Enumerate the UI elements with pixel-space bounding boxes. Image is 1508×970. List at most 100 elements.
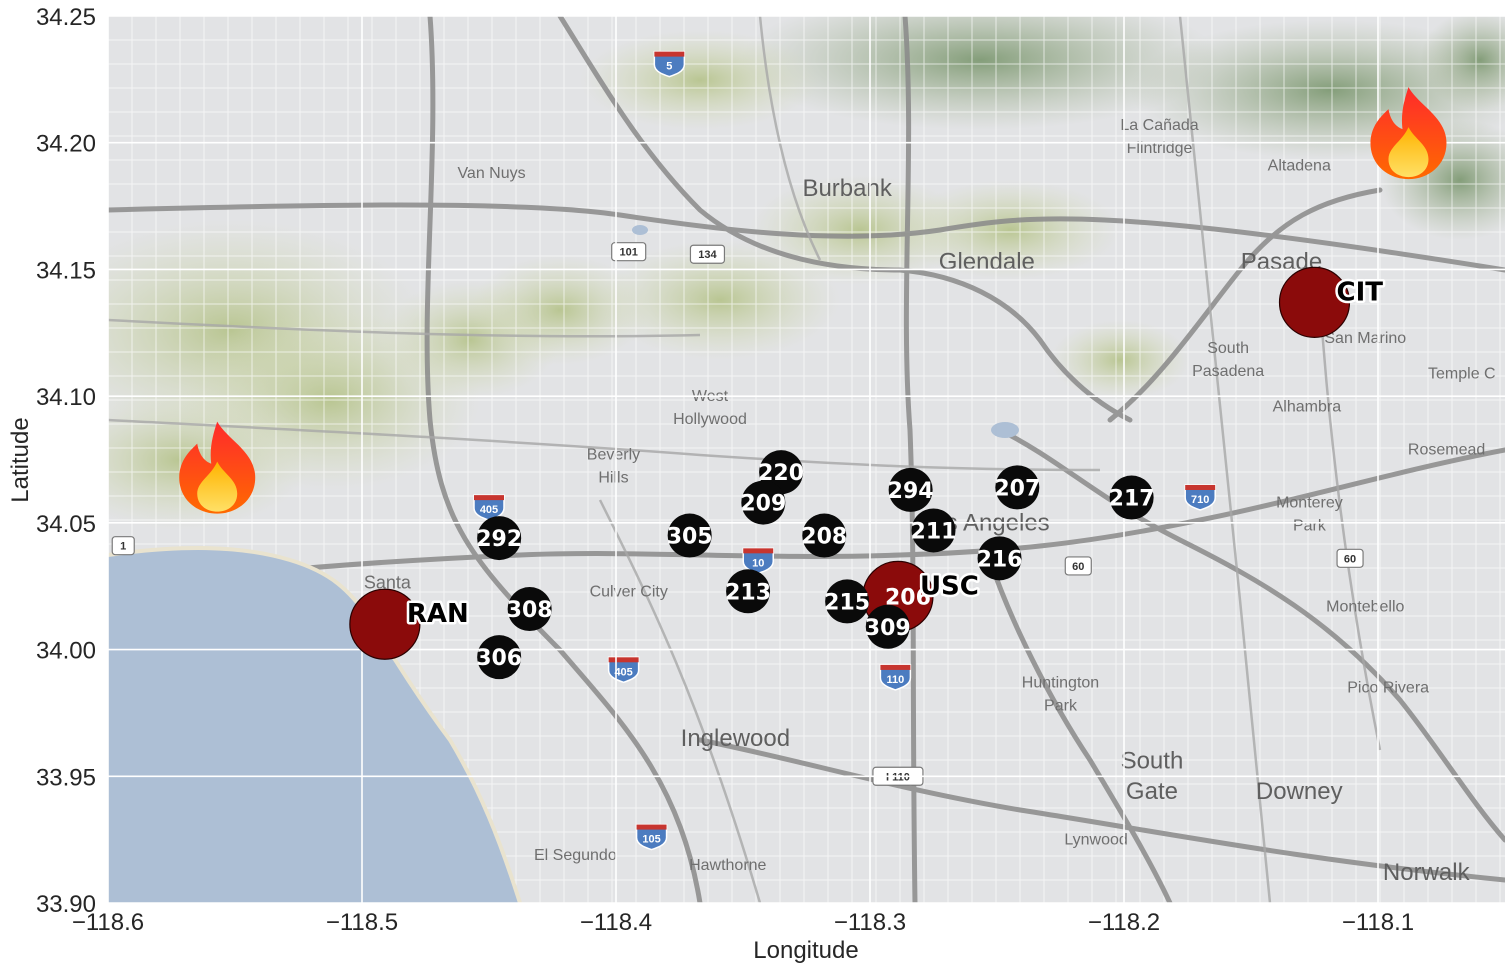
place-name: Glendale bbox=[939, 248, 1035, 275]
route-label: 134 bbox=[698, 249, 717, 261]
fire-icon bbox=[179, 421, 256, 514]
monitor-label: 211 bbox=[911, 519, 957, 544]
monitor-marker: 306 bbox=[476, 635, 522, 680]
x-tick-label: −118.1 bbox=[1342, 909, 1414, 936]
place-name: South bbox=[1207, 340, 1249, 357]
x-tick-label: −118.2 bbox=[1088, 909, 1160, 936]
place-name: Altadena bbox=[1268, 158, 1331, 175]
monitor-marker: 209 bbox=[740, 480, 786, 525]
shield-label: 10 bbox=[752, 557, 764, 569]
place-name: Norwalk bbox=[1383, 859, 1471, 886]
route-marker-icon: 101 bbox=[611, 242, 647, 262]
y-tick-label: 34.25 bbox=[36, 4, 96, 31]
place-name: Van Nuys bbox=[457, 165, 525, 182]
interstate-shield-icon: 405 bbox=[473, 494, 505, 521]
route-label: 60 bbox=[1072, 561, 1084, 573]
x-tick-label: −118.3 bbox=[834, 909, 906, 936]
y-tick-label: 34.05 bbox=[36, 511, 96, 538]
shield-label: 105 bbox=[642, 834, 660, 846]
place-name: Santa bbox=[364, 573, 412, 593]
monitor-marker: 305 bbox=[667, 513, 713, 558]
fire-icon bbox=[1370, 87, 1447, 180]
place-name: Inglewood bbox=[681, 725, 790, 752]
fire-annotations bbox=[179, 87, 1447, 514]
interstate-shield-icon: 110 bbox=[879, 664, 912, 691]
monitor-label: 217 bbox=[1109, 487, 1155, 512]
monitor-dot bbox=[726, 569, 771, 614]
monitor-dot bbox=[477, 516, 522, 561]
shield-label: 5 bbox=[666, 61, 672, 73]
monitor-dot bbox=[741, 480, 786, 525]
monitor-dot bbox=[802, 513, 847, 558]
monitor-dot bbox=[825, 579, 870, 624]
x-tick-label: −118.5 bbox=[326, 909, 398, 936]
place-name: Hollywood bbox=[673, 411, 747, 428]
route-marker-icon: 1 bbox=[111, 536, 135, 556]
place-name: Montebello bbox=[1326, 599, 1404, 616]
y-axis-title: Latitude bbox=[7, 417, 34, 502]
monitor-label: 207 bbox=[994, 476, 1040, 501]
shield-label: 405 bbox=[480, 504, 498, 516]
x-axis-title: Longitude bbox=[753, 937, 858, 964]
route-label: 1 bbox=[120, 541, 126, 553]
basemap: 5 405 10 405 110 105 710 101 134 1 60 60 I 110 La C… bbox=[108, 16, 1505, 903]
interstate-shield-icon: 105 bbox=[635, 823, 668, 851]
place-name: Beverly bbox=[587, 447, 640, 464]
y-tick-label: 34.10 bbox=[36, 384, 96, 411]
reservoir bbox=[632, 225, 648, 235]
place-name: Rosemead bbox=[1408, 441, 1485, 458]
x-tick-label: −118.4 bbox=[580, 909, 652, 936]
place-name: San Marino bbox=[1324, 330, 1406, 347]
place-name: Pico Rivera bbox=[1347, 680, 1429, 697]
monitor-label: 209 bbox=[740, 492, 786, 517]
reservoir bbox=[991, 422, 1019, 438]
place-name: Hills bbox=[598, 469, 628, 486]
monitor-label: 306 bbox=[476, 646, 522, 671]
monitor-label: 215 bbox=[824, 590, 870, 615]
place-name: Park bbox=[1293, 517, 1327, 534]
interstate-shield-icon: 5 bbox=[653, 50, 686, 78]
place-name: Culver City bbox=[590, 583, 668, 600]
place-name: La Cañada bbox=[1120, 117, 1198, 134]
monitor-dot bbox=[477, 635, 522, 680]
place-name: South bbox=[1121, 748, 1184, 775]
monitor-label: 216 bbox=[977, 547, 1023, 572]
site-inner-label: 206 bbox=[885, 585, 931, 610]
monitor-dot bbox=[977, 536, 1022, 581]
monitor-label: 292 bbox=[476, 527, 522, 552]
place-name: Park bbox=[1044, 697, 1078, 714]
place-name: Burbank bbox=[802, 175, 892, 202]
monitor-marker: 216 bbox=[977, 536, 1023, 581]
monitor-dot bbox=[865, 604, 910, 649]
route-marker-icon: 60 bbox=[1336, 548, 1364, 568]
monitor-dot bbox=[1109, 475, 1154, 520]
place-name: Alhambra bbox=[1273, 398, 1342, 415]
monitor-marker: 308 bbox=[507, 587, 553, 632]
monitor-dot bbox=[507, 587, 552, 632]
place-name: Monterey bbox=[1276, 495, 1343, 512]
monitor-label: 308 bbox=[507, 598, 553, 623]
site-label: RAN bbox=[407, 599, 469, 629]
monitor-marker: 217 bbox=[1109, 475, 1155, 520]
monitor-label: 213 bbox=[725, 580, 771, 605]
monitor-marker: 208 bbox=[801, 513, 847, 558]
site-label: USC bbox=[920, 571, 979, 601]
place-name: Flintridge bbox=[1127, 140, 1193, 157]
monitor-label: 294 bbox=[888, 479, 934, 504]
route-marker-icon: 134 bbox=[689, 244, 726, 264]
route-label: 101 bbox=[620, 247, 638, 259]
x-tick-label: −118.6 bbox=[72, 909, 144, 936]
monitor-marker: 294 bbox=[888, 467, 934, 512]
place-name: Downey bbox=[1256, 778, 1343, 805]
site-marker bbox=[1278, 266, 1351, 338]
interstate-shield-icon: 710 bbox=[1184, 484, 1216, 511]
route-label: 60 bbox=[1344, 553, 1356, 565]
shield-label: 110 bbox=[887, 674, 905, 686]
monitor-marker: 207 bbox=[994, 465, 1040, 510]
y-tick-label: 33.95 bbox=[36, 764, 96, 791]
monitor-label: 305 bbox=[667, 525, 713, 550]
ocean bbox=[108, 548, 520, 903]
y-tick-label: 34.20 bbox=[36, 131, 96, 158]
y-tick-label: 34.00 bbox=[36, 638, 96, 665]
